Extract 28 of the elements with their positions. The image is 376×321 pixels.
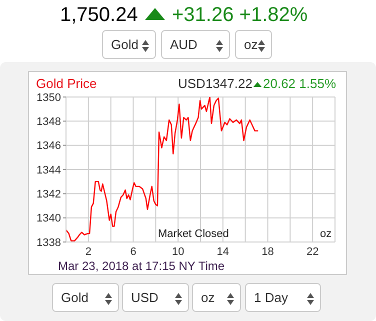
y-tick-label: 1344: [36, 164, 61, 176]
text: Mar 23, 2018 at 17:15 NY Time: [58, 259, 225, 273]
text: oz: [201, 290, 215, 305]
text: Gold: [111, 37, 138, 52]
y-tick-label: 1342: [36, 188, 61, 201]
x-tick-label: 10: [172, 246, 184, 258]
text: 20.62 1.55%: [263, 76, 336, 91]
text: Gold: [61, 290, 88, 305]
y-tick-label: 1348: [36, 116, 61, 128]
text: oz: [244, 37, 258, 52]
chart-title: Gold Price: [36, 76, 97, 91]
y-tick-label: 1340: [36, 212, 61, 225]
x-tick-label: 6: [130, 246, 136, 258]
x-tick-label: 18: [262, 246, 274, 258]
x-tick-label: 14: [216, 246, 230, 258]
y-tick-label: 1338: [36, 236, 61, 249]
x-tick-label: 2: [85, 246, 92, 258]
text: USD: [131, 290, 158, 305]
y-tick-label: 1346: [36, 140, 61, 152]
x-tick-label: 22: [306, 246, 319, 258]
text: USD1347.22: [178, 76, 252, 91]
text: 1 Day: [254, 290, 288, 305]
text: +31.26 +1.82%: [172, 4, 308, 27]
text: 1,750.24: [60, 4, 138, 27]
annotation: oz: [320, 228, 332, 240]
text: AUD: [170, 37, 198, 52]
annotation: Market Closed: [158, 228, 229, 240]
y-tick-label: 1350: [36, 92, 61, 104]
